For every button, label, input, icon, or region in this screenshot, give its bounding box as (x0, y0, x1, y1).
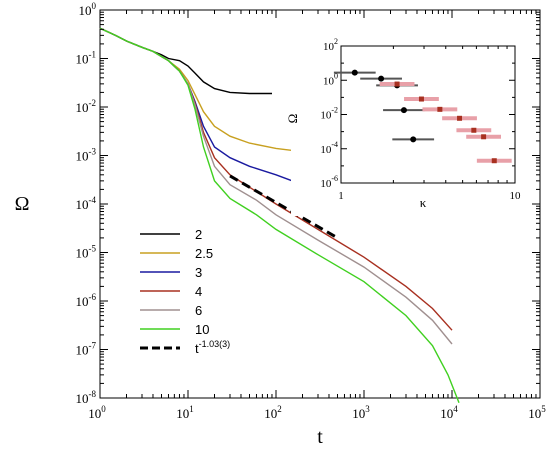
y-tick-label: 100 (79, 1, 97, 18)
series-line-6 (229, 174, 339, 240)
y-tick-label: 10-7 (76, 341, 97, 358)
y-tick-label: 10-3 (76, 147, 97, 164)
inset-point-black (410, 136, 417, 143)
inset-x-tick-label: 1 (338, 190, 344, 202)
y-tick-label: 10-1 (76, 50, 97, 67)
x-tick-label: 105 (528, 404, 546, 421)
series-line-0 (99, 27, 272, 95)
main-ticks-group: 100 101 102 103 104 10510-810-710-610-510-410… (76, 1, 547, 421)
legend-label-0: 2 (195, 227, 202, 242)
inset-point-red (437, 106, 443, 112)
main-chart: 100 101 102 103 104 10510-810-710-610-510-410… (15, 1, 547, 448)
legend-label-3: 4 (195, 284, 202, 299)
y-tick-label: 10-5 (76, 244, 97, 261)
x-tick-label: 104 (440, 404, 458, 421)
inset-chart: 1 10 10-6 10-4 10-2 100 102 κ Ω (285, 34, 527, 216)
x-tick-label: 101 (176, 404, 194, 421)
inset-y-tick-label: 10-4 (320, 140, 338, 156)
legend-label-5: 10 (195, 322, 209, 337)
series-line-1 (99, 27, 324, 153)
legend-label-6: t-1.03(3) (195, 339, 230, 356)
inset-point-black (351, 69, 358, 76)
inset-point-red (457, 115, 463, 121)
inset-point-red (481, 134, 487, 140)
inset-y-tick-label: 10-6 (320, 174, 338, 190)
series-line-5 (99, 27, 460, 403)
x-tick-label: 100 (88, 404, 106, 421)
inset-y-tick-label: 100 (323, 71, 338, 87)
inset-point-red (471, 127, 477, 133)
x-tick-label: 102 (264, 404, 282, 421)
inset-point-black (400, 107, 407, 114)
legend: 2 2.5 3 4 6 10 t-1.03(3) (140, 227, 230, 356)
y-tick-label: 10-6 (76, 292, 97, 309)
inset-points-group (333, 69, 512, 164)
inset-ticks-group: 1 10 10-6 10-4 10-2 100 102 (320, 37, 521, 202)
main-y-axis-label: Ω (15, 193, 30, 215)
x-tick-label: 103 (352, 404, 370, 421)
inset-x-axis-label: κ (420, 195, 427, 210)
legend-label-2: 3 (195, 265, 202, 280)
inset-y-axis-label: Ω (285, 114, 300, 124)
inset-point-black (378, 75, 385, 82)
inset-y-tick-label: 102 (323, 37, 338, 53)
main-x-axis-label: t (317, 426, 323, 448)
legend-label-1: 2.5 (195, 246, 213, 261)
y-tick-label: 10-2 (76, 98, 97, 115)
legend-label-4: 6 (195, 303, 202, 318)
inset-x-tick-label: 10 (510, 190, 522, 202)
y-tick-label: 10-8 (76, 389, 97, 406)
inset-background (291, 34, 527, 216)
inset-point-red (394, 81, 400, 87)
inset-point-red (418, 96, 424, 102)
y-tick-label: 10-4 (76, 195, 97, 212)
inset-point-red (491, 158, 497, 164)
inset-y-tick-label: 10-2 (320, 106, 338, 122)
